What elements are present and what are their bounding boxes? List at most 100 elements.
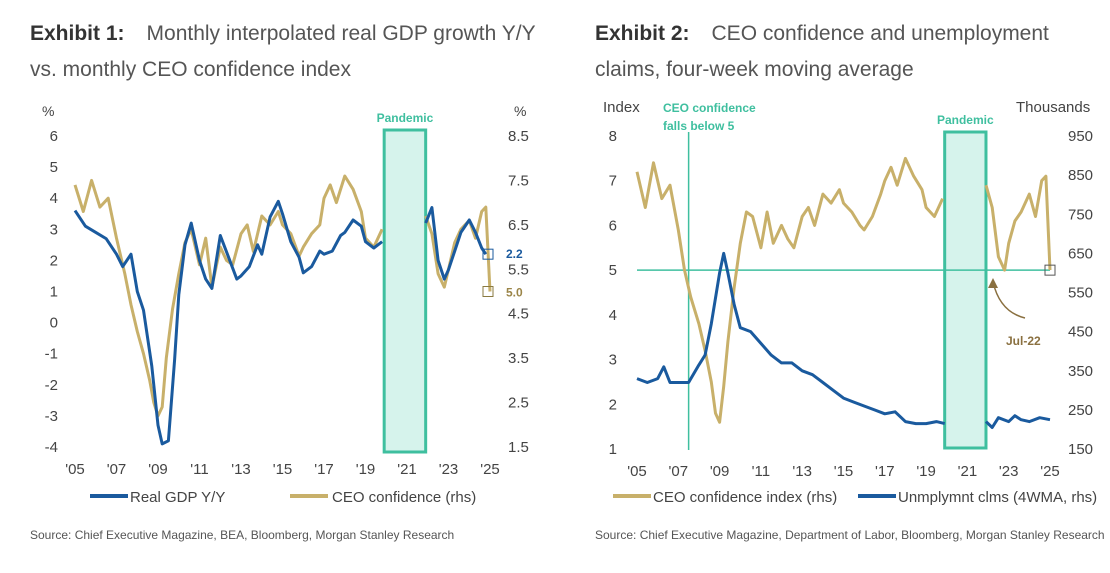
- exhibit-1-title-text: Monthly interpolated real GDP growth Y/Y…: [30, 22, 536, 81]
- right-tick-label: 250: [1068, 402, 1093, 419]
- right-tick-label: 350: [1068, 363, 1093, 380]
- pandemic-label: Pandemic: [937, 113, 994, 127]
- chart-1: Pandemic% % 6 5 4 3 2 1 0 -1 -2 -3 -4 8.5 7.5 6.5 5.5 4.5…: [42, 103, 529, 506]
- x-tick-label: '17: [875, 463, 895, 480]
- right-tick-label: 4.5: [508, 306, 529, 323]
- right-axis-unit: Thousands: [1016, 99, 1090, 116]
- left-tick-label: 2: [50, 252, 58, 269]
- pandemic-label: Pandemic: [377, 111, 434, 125]
- x-tick-label: '09: [148, 461, 168, 478]
- real-gdp-line: [424, 206, 488, 281]
- x-tick-label: '11: [190, 461, 208, 478]
- right-tick-label: 3.5: [508, 350, 529, 367]
- legend-ceo-label: CEO confidence (rhs): [332, 489, 476, 506]
- right-tick-label: 7.5: [508, 172, 529, 189]
- right-tick-label: 950: [1068, 128, 1093, 145]
- left-tick-label: -2: [45, 377, 58, 394]
- chart-2: Pandemic CEO confidence falls below 5 Index…: [603, 99, 1097, 506]
- left-tick-label: 2: [609, 396, 617, 413]
- x-tick-label: '19: [916, 463, 936, 480]
- x-tick-label: '15: [273, 461, 293, 478]
- right-tick-label: 6.5: [508, 217, 529, 234]
- left-tick-label: 1: [609, 441, 617, 458]
- jul-22-arrow: [992, 281, 1026, 319]
- exhibit-2-label: Exhibit 2:: [595, 22, 690, 45]
- x-tick-label: '11: [752, 463, 770, 480]
- right-axis-unit: %: [514, 103, 526, 119]
- right-tick-label: 1.5: [508, 439, 529, 456]
- left-tick-label: 6: [50, 128, 58, 145]
- left-axis-unit: %: [42, 103, 54, 119]
- left-tick-label: 1: [50, 284, 58, 301]
- exhibit-2-panel: Exhibit 2: CEO confidence and unemploymen…: [555, 0, 1110, 573]
- ceo-confidence-line: [424, 205, 492, 292]
- x-tick-label: '07: [669, 463, 689, 480]
- right-tick-label: 2.5: [508, 395, 529, 412]
- x-tick-label: '23: [999, 463, 1019, 480]
- left-tick-label: 8: [609, 128, 617, 145]
- ceo-confidence-line: [635, 156, 944, 424]
- gdp-end-marker: [482, 248, 494, 260]
- right-tick-label: 450: [1068, 324, 1093, 341]
- x-tick-label: '25: [480, 461, 500, 478]
- legend-claims-label: Unmplymnt clms (4WMA, rhs): [898, 489, 1097, 506]
- left-tick-label: 3: [50, 221, 58, 238]
- left-tick-label: 6: [609, 217, 617, 234]
- x-tick-label: '17: [314, 461, 334, 478]
- pandemic-band: [943, 130, 988, 450]
- x-tick-label: '21: [958, 463, 978, 480]
- left-tick-label: 5: [50, 159, 58, 176]
- x-tick-label: '21: [397, 461, 417, 478]
- left-tick-label: 0: [50, 315, 58, 332]
- x-tick-label: '23: [439, 461, 459, 478]
- left-tick-label: -1: [45, 346, 58, 363]
- real-gdp-line: [73, 199, 384, 446]
- pandemic-band: [382, 128, 428, 454]
- exhibit-1-source: Source: Chief Executive Magazine, BEA, B…: [30, 528, 455, 542]
- x-tick-label: '05: [627, 463, 647, 480]
- exhibit-2-source: Source: Chief Executive Magazine, Depart…: [595, 528, 1105, 542]
- right-tick-label: 750: [1068, 206, 1093, 223]
- right-tick-label: 850: [1068, 167, 1093, 184]
- unemployment-claims-line: [984, 414, 1051, 429]
- right-tick-label: 550: [1068, 285, 1093, 302]
- right-tick-label: 8.5: [508, 128, 529, 145]
- annotation-line-2: falls below 5: [663, 119, 735, 133]
- exhibit-1-panel: Exhibit 1: Monthly interpolated real GDP …: [30, 16, 550, 542]
- x-tick-label: '07: [107, 461, 127, 478]
- exhibit-2-title: Exhibit 2: CEO confidence and unemploymen…: [595, 16, 1110, 88]
- left-tick-label: -4: [45, 439, 58, 456]
- unemployment-claims-line: [636, 251, 946, 426]
- left-tick-label: -3: [45, 408, 58, 425]
- ceo-confidence-line: [984, 174, 1052, 272]
- ceo-end-marker: [1044, 264, 1056, 276]
- legend-ceo-label: CEO confidence index (rhs): [653, 489, 837, 506]
- annotation-line-1: CEO confidence: [663, 101, 756, 115]
- x-tick-label: '05: [65, 461, 85, 478]
- legend-gdp-label: Real GDP Y/Y: [130, 489, 225, 506]
- left-axis-unit: Index: [603, 99, 640, 116]
- x-tick-label: '15: [834, 463, 854, 480]
- x-tick-label: '13: [231, 461, 251, 478]
- x-tick-label: '13: [792, 463, 812, 480]
- right-tick-label: 5.5: [508, 261, 529, 278]
- left-tick-label: 4: [50, 190, 58, 207]
- ceo-end-label: 5.0: [506, 286, 523, 300]
- exhibit-2-title-text: CEO confidence and unemployment claims, …: [595, 22, 1049, 81]
- jul-22-label: Jul-22: [1006, 334, 1041, 348]
- x-tick-label: '25: [1040, 463, 1060, 480]
- x-tick-label: '19: [356, 461, 376, 478]
- x-tick-label: '09: [710, 463, 730, 480]
- left-tick-label: 5: [609, 262, 617, 279]
- exhibit-1-title: Exhibit 1: Monthly interpolated real GDP …: [30, 16, 550, 88]
- jul-22-arrowhead: [988, 278, 998, 288]
- right-tick-label: 650: [1068, 245, 1093, 262]
- exhibit-1-label: Exhibit 1:: [30, 22, 125, 45]
- left-tick-label: 3: [609, 352, 617, 369]
- ceo-confidence-line: [73, 174, 384, 418]
- left-tick-label: 4: [609, 307, 617, 324]
- ceo-end-marker: [482, 286, 494, 297]
- gdp-end-label: 2.2: [506, 247, 523, 261]
- right-tick-label: 150: [1068, 441, 1093, 458]
- left-tick-label: 7: [609, 173, 617, 190]
